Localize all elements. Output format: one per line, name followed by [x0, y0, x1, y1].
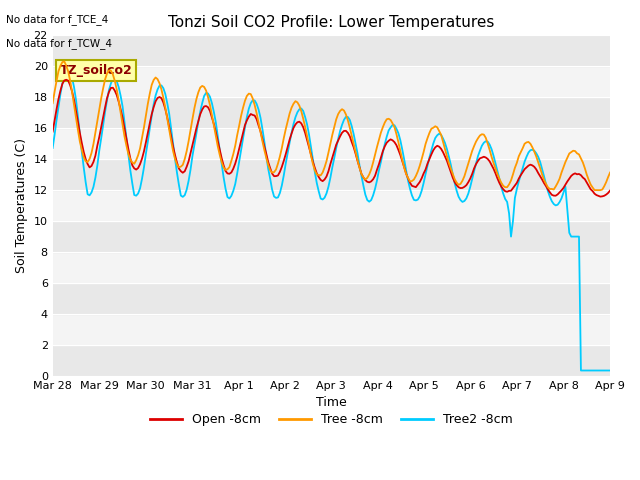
Tree2 -8cm — [529, 147, 536, 153]
Tree -8cm — [559, 165, 567, 170]
Bar — [52, 36, 610, 66]
Bar — [52, 159, 610, 190]
Line: Tree2 -8cm: Tree2 -8cm — [52, 70, 610, 371]
Open -8cm — [519, 169, 527, 175]
Tree -8cm — [529, 144, 536, 150]
Tree2 -8cm — [606, 368, 614, 373]
Open -8cm — [542, 183, 550, 189]
Text: TZ_soilco2: TZ_soilco2 — [60, 64, 132, 77]
Bar — [52, 128, 610, 159]
Bar — [52, 221, 610, 252]
Open -8cm — [606, 188, 614, 193]
Tree2 -8cm — [99, 122, 107, 128]
Open -8cm — [49, 129, 56, 134]
Text: No data for f_TCW_4: No data for f_TCW_4 — [6, 38, 113, 49]
Bar — [52, 190, 610, 221]
Bar — [52, 97, 610, 128]
Open -8cm — [596, 194, 604, 200]
Legend: Open -8cm, Tree -8cm, Tree2 -8cm: Open -8cm, Tree -8cm, Tree2 -8cm — [145, 408, 517, 431]
Open -8cm — [529, 163, 536, 168]
Line: Tree -8cm: Tree -8cm — [52, 61, 610, 190]
Tree -8cm — [519, 145, 527, 151]
Open -8cm — [99, 114, 107, 120]
Tree -8cm — [593, 187, 600, 193]
Tree -8cm — [332, 117, 340, 122]
Tree -8cm — [542, 181, 550, 187]
Line: Open -8cm: Open -8cm — [52, 80, 610, 197]
Bar — [52, 345, 610, 376]
Tree2 -8cm — [577, 368, 585, 373]
Title: Tonzi Soil CO2 Profile: Lower Temperatures: Tonzi Soil CO2 Profile: Lower Temperatur… — [168, 15, 495, 30]
Tree2 -8cm — [49, 145, 56, 151]
Open -8cm — [332, 142, 340, 147]
Y-axis label: Soil Temperatures (C): Soil Temperatures (C) — [15, 138, 28, 273]
Tree2 -8cm — [519, 166, 527, 171]
Bar — [52, 252, 610, 283]
Text: No data for f_TCE_4: No data for f_TCE_4 — [6, 14, 109, 25]
Tree -8cm — [99, 85, 107, 91]
Bar — [52, 283, 610, 314]
X-axis label: Time: Time — [316, 396, 347, 409]
Tree -8cm — [60, 59, 68, 64]
Open -8cm — [63, 77, 70, 83]
Bar — [52, 66, 610, 97]
Tree2 -8cm — [65, 67, 72, 72]
Bar — [52, 314, 610, 345]
Tree -8cm — [606, 170, 614, 176]
Open -8cm — [559, 185, 567, 191]
Tree -8cm — [49, 100, 56, 106]
Tree2 -8cm — [332, 145, 340, 151]
Tree2 -8cm — [542, 181, 550, 187]
Tree2 -8cm — [559, 190, 567, 195]
